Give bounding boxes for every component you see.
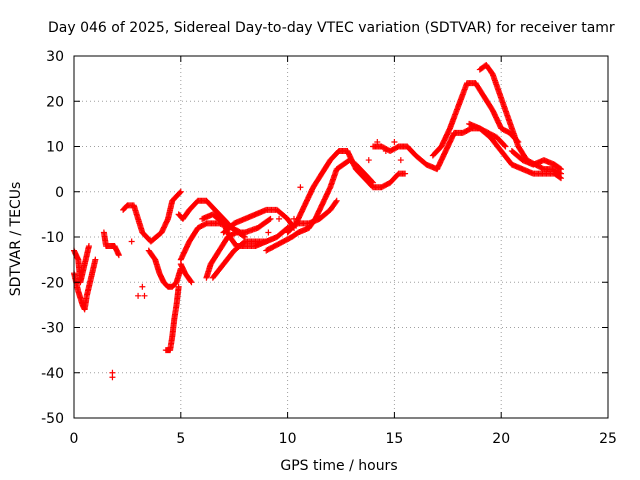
series-trace-c (100, 229, 122, 259)
data-point (501, 142, 508, 149)
data-point (241, 229, 248, 236)
x-tick-label: 25 (599, 431, 617, 447)
data-point (176, 189, 183, 196)
data-point (115, 252, 122, 259)
x-tick-label: 10 (279, 431, 297, 447)
y-tick-label: -10 (41, 230, 64, 246)
data-point (85, 243, 92, 250)
x-axis-label: GPS time / hours (280, 458, 397, 474)
data-point (276, 215, 283, 222)
y-axis-label: SDTVAR / TECUs (8, 182, 24, 297)
x-tick-label: 0 (70, 431, 79, 447)
data-point (109, 374, 116, 381)
series-trace-b (71, 243, 92, 286)
data-point (135, 292, 142, 299)
series-trace-o (284, 148, 409, 236)
data-point (92, 256, 99, 263)
data-point (397, 157, 404, 164)
data-point (141, 292, 148, 299)
data-point (365, 157, 372, 164)
series-trace-d (120, 188, 184, 245)
series-isolated-points (109, 138, 404, 381)
data-point (382, 148, 389, 155)
y-tick-label: 30 (46, 49, 64, 65)
data-point (502, 143, 509, 150)
y-tick-label: 10 (46, 140, 64, 156)
data-point (297, 184, 304, 191)
x-tick-label: 15 (385, 431, 403, 447)
y-tick-label: -20 (41, 275, 64, 291)
data-point (391, 138, 398, 145)
series-trace-j (203, 215, 274, 281)
y-tick-label: -30 (41, 321, 64, 337)
plot-points (71, 62, 565, 381)
series-trace-i (177, 261, 195, 286)
series-trace-l (199, 211, 270, 250)
data-point (128, 238, 135, 245)
data-point (558, 166, 565, 173)
series-trace-s (466, 120, 565, 182)
data-point (139, 283, 146, 290)
data-point (374, 138, 381, 145)
data-point (252, 243, 259, 250)
y-tick-label: 20 (46, 94, 64, 110)
data-point (266, 216, 273, 223)
series-trace-t (508, 148, 565, 173)
chart-title: Day 046 of 2025, Sidereal Day-to-day VTE… (48, 20, 615, 36)
data-point (175, 283, 182, 290)
y-tick-label: -50 (41, 411, 64, 427)
data-point (556, 174, 563, 181)
x-tick-label: 5 (176, 431, 185, 447)
data-point (402, 170, 409, 177)
axis-ticks: 0 5 10 15 20 25 -50 -40 -30 -20 -10 0 10 20 30 (41, 49, 617, 447)
data-point (188, 279, 195, 286)
y-tick-label: -40 (41, 366, 64, 382)
data-point (291, 215, 298, 222)
series-trace-m (220, 206, 298, 236)
data-point (332, 198, 339, 205)
data-point (558, 175, 565, 182)
x-tick-label: 20 (492, 431, 510, 447)
data-point (267, 215, 274, 222)
data-point (265, 229, 272, 236)
series-trace-e (145, 247, 184, 290)
data-point (333, 197, 340, 204)
data-point (187, 278, 194, 285)
data-point (263, 238, 270, 245)
series-trace-f (162, 283, 182, 354)
data-point (177, 188, 184, 195)
data-point (556, 165, 563, 172)
y-tick-label: 0 (55, 185, 64, 201)
